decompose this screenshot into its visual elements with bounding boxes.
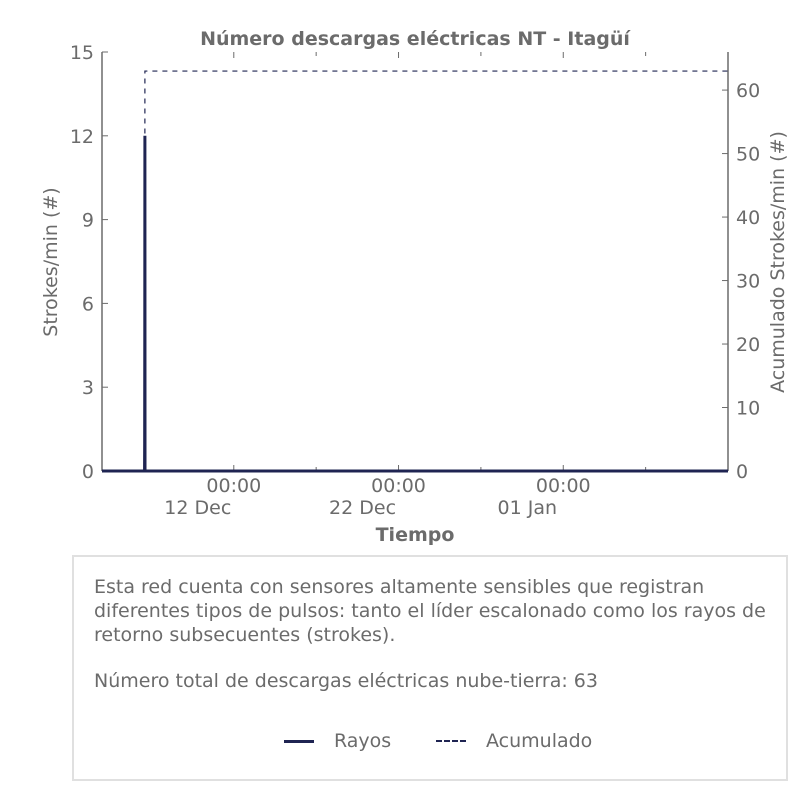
info-total: Número total de descargas eléctricas nub… <box>94 670 598 692</box>
info-box: Esta red cuenta con sensores altamente s… <box>72 555 788 781</box>
series-line-acumulado <box>102 70 728 472</box>
chart-title: Número descargas eléctricas NT - Itagüí <box>200 28 631 50</box>
x-tick-time-label: 00:00 <box>371 475 426 497</box>
legend: Rayos Acumulado <box>74 729 786 753</box>
legend-label-rayos: Rayos <box>334 730 392 752</box>
y-right-tick-label: 20 <box>736 334 760 356</box>
x-tick-date-label: 01 Jan <box>498 497 558 519</box>
series-line-rayos <box>102 135 728 473</box>
legend-swatch-rayos <box>284 739 314 743</box>
y-tick-label: 12 <box>70 126 94 148</box>
legend-item-acumulado: Acumulado <box>436 729 592 753</box>
y-right-tick-label: 40 <box>736 207 760 229</box>
x-axis-label: Tiempo <box>376 524 455 546</box>
info-description: Esta red cuenta con sensores altamente s… <box>94 576 766 646</box>
y-right-tick-label: 30 <box>736 271 760 293</box>
y-right-tick-label: 0 <box>736 461 748 483</box>
y-tick-label: 3 <box>82 377 94 399</box>
x-tick-time-label: 00:00 <box>536 475 591 497</box>
y-right-tick-label: 10 <box>736 398 760 420</box>
y-tick-label: 9 <box>82 210 94 232</box>
y-right-tick-label: 60 <box>736 80 760 102</box>
x-tick-date-label: 22 Dec <box>329 497 396 519</box>
legend-swatch-acumulado <box>436 740 466 742</box>
legend-item-rayos: Rayos <box>284 729 391 753</box>
y-tick-label: 0 <box>82 461 94 483</box>
y-axis-right-label: Acumulado Strokes/min (#) <box>767 131 789 393</box>
x-tick-date-label: 12 Dec <box>164 497 231 519</box>
y-tick-label: 15 <box>70 42 94 64</box>
legend-label-acumulado: Acumulado <box>486 730 593 752</box>
chart: Número descargas eléctricas NT - Itagüí … <box>40 28 789 546</box>
x-tick-time-label: 00:00 <box>206 475 261 497</box>
y-right-tick-label: 50 <box>736 144 760 166</box>
y-tick-label: 6 <box>82 293 94 315</box>
y-axis-label: Strokes/min (#) <box>40 187 62 336</box>
